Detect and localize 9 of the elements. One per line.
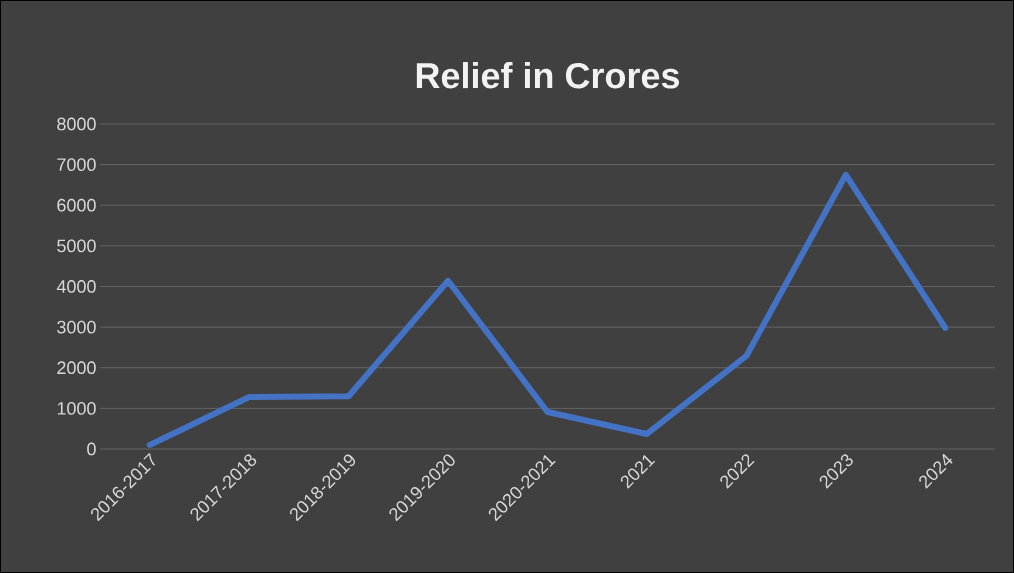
y-tick-label: 4000 xyxy=(56,280,96,293)
y-tick-label: 1000 xyxy=(57,401,96,415)
y-tick-label: 5000 xyxy=(57,239,96,253)
chart-title: Relief in Crores xyxy=(416,62,680,89)
y-tick-label: 8000 xyxy=(57,117,96,131)
y-tick-label: 2000 xyxy=(57,361,96,375)
y-tick-label: 7000 xyxy=(57,158,96,171)
y-tick-label: 3000 xyxy=(57,320,96,334)
y-tick-label: 6000 xyxy=(57,198,96,212)
